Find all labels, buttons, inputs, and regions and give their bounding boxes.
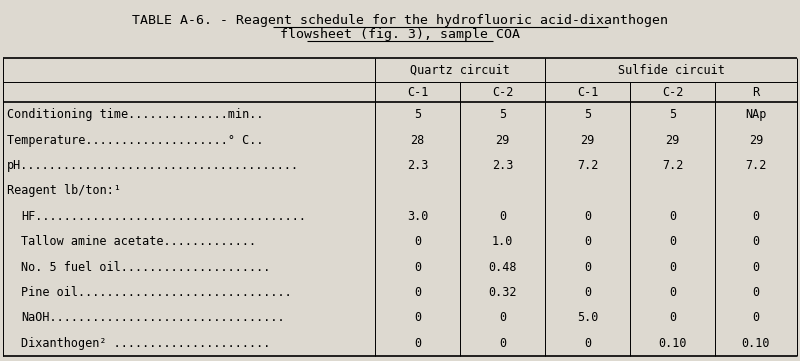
Text: 0: 0 xyxy=(584,261,591,274)
Text: TABLE A-6. - Reagent schedule for the hydrofluoric acid-dixanthogen: TABLE A-6. - Reagent schedule for the hy… xyxy=(132,14,668,27)
Text: NaOH.................................: NaOH................................. xyxy=(21,312,285,325)
Text: 0: 0 xyxy=(414,337,421,350)
Text: 0: 0 xyxy=(584,210,591,223)
Text: Dixanthogen² ......................: Dixanthogen² ...................... xyxy=(21,337,270,350)
Text: HF......................................: HF...................................... xyxy=(21,210,306,223)
Text: 5: 5 xyxy=(669,108,676,121)
Text: R: R xyxy=(753,86,759,99)
Text: 3.0: 3.0 xyxy=(407,210,428,223)
Text: 0: 0 xyxy=(584,337,591,350)
Text: Sulfide circuit: Sulfide circuit xyxy=(618,64,725,77)
Text: C-2: C-2 xyxy=(492,86,513,99)
Text: 0: 0 xyxy=(753,312,759,325)
Text: Tallow amine acetate.............: Tallow amine acetate............. xyxy=(21,235,256,248)
Text: 0.10: 0.10 xyxy=(742,337,770,350)
Text: 0: 0 xyxy=(584,286,591,299)
Text: 0: 0 xyxy=(669,235,676,248)
Text: 29: 29 xyxy=(749,134,763,147)
Text: flowsheet (fig. 3), sample COA: flowsheet (fig. 3), sample COA xyxy=(280,28,520,41)
Text: 1.0: 1.0 xyxy=(492,235,513,248)
Text: 7.2: 7.2 xyxy=(662,159,683,172)
Text: C-1: C-1 xyxy=(407,86,428,99)
Text: Pine oil..............................: Pine oil.............................. xyxy=(21,286,292,299)
Text: 0: 0 xyxy=(499,337,506,350)
Text: 0: 0 xyxy=(414,312,421,325)
Text: 0: 0 xyxy=(753,286,759,299)
Text: 29: 29 xyxy=(495,134,510,147)
Text: 2.3: 2.3 xyxy=(492,159,513,172)
Text: 0: 0 xyxy=(669,261,676,274)
Text: Conditioning time..............min..: Conditioning time..............min.. xyxy=(7,108,263,121)
Text: 7.2: 7.2 xyxy=(746,159,766,172)
Text: 0.32: 0.32 xyxy=(488,286,517,299)
Text: C-2: C-2 xyxy=(662,86,683,99)
Text: C-1: C-1 xyxy=(577,86,598,99)
Text: 0: 0 xyxy=(753,210,759,223)
Text: 0: 0 xyxy=(669,210,676,223)
Text: 0: 0 xyxy=(753,235,759,248)
Text: 0: 0 xyxy=(414,261,421,274)
Text: Temperature....................° C..: Temperature....................° C.. xyxy=(7,134,263,147)
Text: 29: 29 xyxy=(666,134,680,147)
Text: 5: 5 xyxy=(414,108,421,121)
Text: Quartz circuit: Quartz circuit xyxy=(410,64,510,77)
Text: 0: 0 xyxy=(499,210,506,223)
Text: 7.2: 7.2 xyxy=(577,159,598,172)
Text: NAp: NAp xyxy=(746,108,766,121)
Text: No. 5 fuel oil.....................: No. 5 fuel oil..................... xyxy=(21,261,270,274)
Text: 28: 28 xyxy=(410,134,425,147)
Text: 0: 0 xyxy=(414,235,421,248)
Text: 0: 0 xyxy=(414,286,421,299)
Text: 5: 5 xyxy=(499,108,506,121)
Text: 5.0: 5.0 xyxy=(577,312,598,325)
Text: 0: 0 xyxy=(499,312,506,325)
Text: 0: 0 xyxy=(669,286,676,299)
Text: 0.48: 0.48 xyxy=(488,261,517,274)
Text: 5: 5 xyxy=(584,108,591,121)
Text: 0: 0 xyxy=(584,235,591,248)
Text: pH.......................................: pH......................................… xyxy=(7,159,299,172)
Text: 0: 0 xyxy=(669,312,676,325)
Text: 29: 29 xyxy=(580,134,594,147)
Text: 0.10: 0.10 xyxy=(658,337,686,350)
Text: 2.3: 2.3 xyxy=(407,159,428,172)
Text: Reagent lb/ton:¹: Reagent lb/ton:¹ xyxy=(7,184,121,197)
Text: 0: 0 xyxy=(753,261,759,274)
